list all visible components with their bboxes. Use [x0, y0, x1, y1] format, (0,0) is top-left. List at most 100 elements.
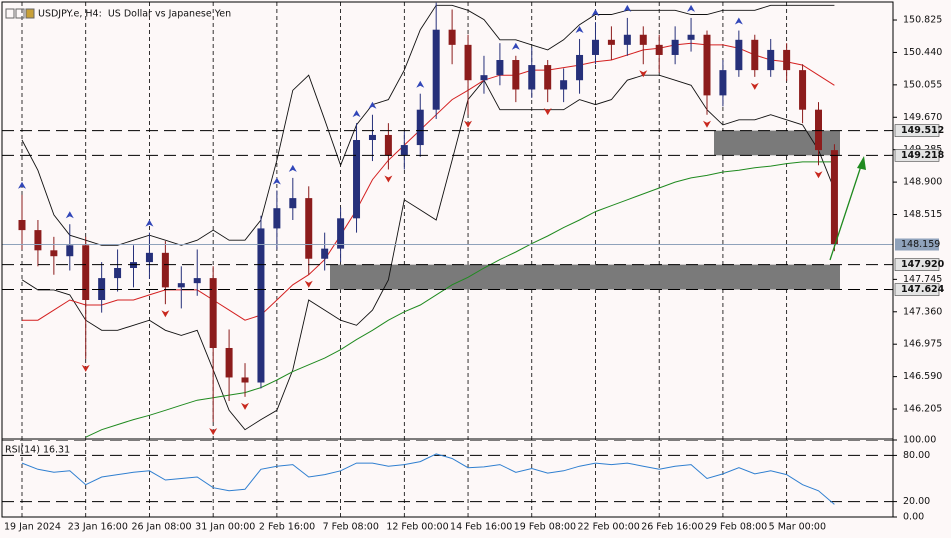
y-tick-label: 146.590 — [903, 371, 942, 382]
fractal-up — [145, 219, 154, 227]
level-label: 149.512 — [901, 125, 944, 136]
fractal-down — [384, 175, 393, 183]
candle-body — [18, 220, 26, 231]
candle-body — [161, 252, 169, 288]
level-label-box — [894, 258, 940, 271]
candle-body — [337, 218, 345, 249]
y-tick-label: 146.975 — [903, 339, 942, 350]
fractal-down — [209, 428, 218, 436]
candle-body — [464, 44, 472, 81]
candle-body — [655, 44, 663, 55]
rsi-tick-label: 0.00 — [903, 512, 924, 523]
candle-body — [34, 230, 42, 251]
fractal-up — [368, 101, 377, 109]
fractal-down — [161, 310, 170, 318]
candle-body — [400, 145, 408, 156]
candle-body — [384, 134, 392, 156]
candle-body — [496, 60, 504, 76]
candle-body — [623, 34, 631, 45]
candle-body — [225, 347, 233, 378]
candle-body — [751, 39, 759, 71]
fractal-down — [464, 120, 473, 128]
level-label-box — [894, 124, 940, 137]
level-label: 147.920 — [901, 259, 945, 270]
rsi-line — [21, 453, 835, 505]
candle-body — [560, 80, 568, 90]
x-tick-label: 5 Mar 00:00 — [769, 522, 826, 533]
candle-body — [735, 39, 743, 71]
chart-title: USDJPY.e, H4: US Dollar vs Japanese Yen — [38, 9, 231, 20]
candle-body — [830, 150, 838, 245]
zone — [330, 264, 840, 290]
candle-body — [305, 198, 313, 259]
candle-body — [591, 39, 599, 55]
candle-body — [783, 49, 791, 71]
candle-body — [98, 278, 106, 300]
arrow-line — [829, 165, 862, 261]
y-tick-label: 147.360 — [903, 306, 942, 317]
fractal-up — [352, 110, 361, 118]
candle-body — [576, 54, 584, 81]
icon — [15, 8, 25, 19]
y-tick-label: 147.745 — [903, 274, 942, 285]
fractal-up — [416, 80, 425, 88]
level-label-box — [894, 283, 940, 296]
candle-body — [799, 70, 807, 110]
x-tick-label: 29 Feb 08:00 — [705, 522, 767, 533]
forecast-arrow — [829, 156, 866, 261]
y-tick-label: 150.055 — [903, 79, 942, 90]
current-price-label: 148.159 — [901, 239, 940, 250]
fractal-up — [575, 25, 584, 33]
y-tick-label: 149.670 — [903, 112, 942, 123]
price-pane — [2, 2, 893, 438]
level-label: 149.218 — [901, 150, 945, 161]
fractal-up — [591, 9, 600, 17]
candle-body — [321, 248, 329, 259]
rsi-tick-label: 80.00 — [903, 450, 930, 461]
fractal-up — [65, 211, 74, 219]
moving-average-slow — [85, 161, 835, 438]
candle-body — [703, 34, 711, 96]
fractal-down — [543, 108, 552, 116]
x-tick-label: 26 Jan 08:00 — [131, 522, 191, 533]
bollinger-lower — [21, 74, 835, 431]
fractal-down — [750, 82, 759, 90]
icon — [5, 8, 15, 19]
x-tick-label: 22 Feb 00:00 — [577, 522, 639, 533]
candle-body — [353, 140, 361, 219]
x-tick-label: 26 Feb 16:00 — [641, 522, 703, 533]
x-tick-label: 23 Jan 16:00 — [68, 522, 128, 533]
frame — [1, 1, 894, 518]
axes: 19 Jan 2024 23 Jan 16:00 26 Jan 08:00 31 Ja… — [4, 15, 945, 533]
x-tick-label: 31 Jan 00:00 — [195, 522, 255, 533]
rsi-pane — [2, 440, 893, 517]
candle-body — [209, 278, 217, 348]
candle-body — [432, 29, 440, 110]
candle-body — [289, 198, 297, 209]
moving-average-fast — [22, 42, 835, 321]
icon — [25, 8, 35, 19]
x-tick-label: 12 Feb 00:00 — [386, 522, 448, 533]
candle-body — [815, 109, 822, 151]
candle-body — [273, 208, 281, 229]
candle-body — [448, 29, 456, 45]
fractal-down — [81, 364, 90, 372]
y-tick-label: 148.515 — [903, 209, 942, 220]
fractal-up — [288, 164, 297, 172]
x-tick-label: 19 Jan 2024 — [4, 522, 61, 533]
bollinger-upper — [21, 4, 835, 246]
level-label-box — [894, 149, 940, 162]
fractal-down — [814, 171, 823, 179]
candle-body — [145, 252, 153, 263]
symbol-icons — [5, 8, 35, 19]
rsi-title: RSI(14) 16.31 — [5, 445, 70, 456]
y-tick-label: 148.900 — [903, 177, 942, 188]
candle-body — [193, 278, 201, 284]
candle-body — [66, 245, 74, 257]
fractal-down — [304, 280, 313, 288]
x-tick-label: 7 Feb 08:00 — [323, 522, 379, 533]
fractal-down — [639, 70, 648, 78]
y-tick-label: 146.205 — [903, 404, 942, 415]
